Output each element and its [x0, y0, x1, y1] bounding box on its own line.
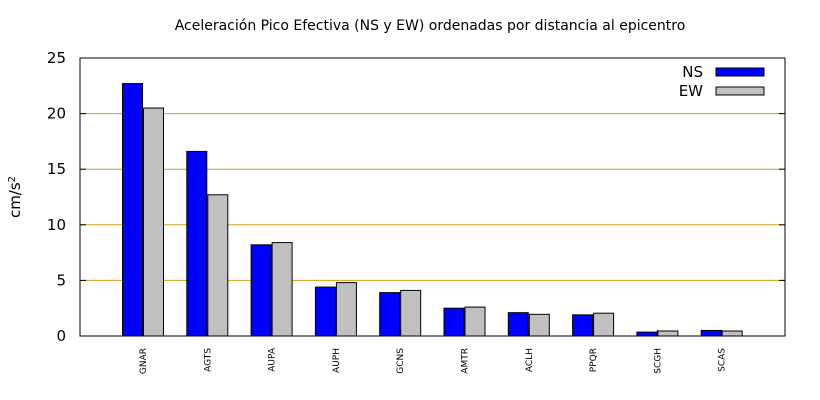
bar-ns-ppqr	[572, 314, 594, 337]
bar-ns-agts	[186, 150, 208, 337]
bar-ns-gnar	[122, 83, 143, 337]
x-tick-label: ACLH	[525, 348, 535, 372]
y-axis-label-exponent: 2	[7, 176, 18, 182]
bars	[122, 83, 743, 337]
x-tick-label: AUPH	[332, 348, 342, 373]
bar-ew-ppqr	[593, 312, 615, 337]
bar-ew-aclh	[528, 313, 550, 337]
bar-ew-auph	[335, 282, 357, 337]
y-axis-label-base: cm/s	[6, 182, 24, 218]
bar-ns-amtr	[443, 307, 465, 337]
y-tick-label: 15	[47, 160, 66, 178]
chart-title: Aceleración Pico Efectiva (NS y EW) orde…	[175, 18, 686, 34]
y-tick-label: 20	[47, 105, 66, 123]
bar-ns-scgh	[636, 331, 658, 337]
bar-ns-auph	[314, 286, 336, 337]
bar-ns-aclh	[507, 312, 529, 337]
gridlines	[80, 113, 785, 281]
bar-ew-scgh	[657, 330, 679, 337]
x-tick-label: AGTS	[203, 348, 213, 372]
y-axis-label: cm/s2	[6, 176, 24, 218]
bar-ew-amtr	[464, 306, 486, 337]
bar-ew-aupa	[271, 242, 293, 337]
legend-label-ew: EW	[679, 82, 703, 100]
x-tick-label: AUPA	[268, 347, 278, 372]
x-tick-label: GNAR	[139, 348, 149, 374]
y-tick-label: 10	[47, 216, 66, 234]
x-tick-label: GCNS	[396, 348, 406, 374]
x-tick-label: PPQR	[589, 348, 599, 372]
bar-ns-gcns	[379, 292, 401, 337]
x-axis: GNAR AGTS AUPA AUPH GCNS AMTR ACLH PPQR SCGH SCAS	[139, 330, 728, 374]
bar-ns-aupa	[250, 244, 272, 337]
legend-swatch-ns	[715, 67, 765, 77]
y-tick-label: 25	[47, 49, 66, 67]
plot-frame	[79, 57, 786, 337]
y-axis: 0 5 10 15 20 25	[47, 49, 785, 345]
x-tick-label: AMTR	[461, 348, 471, 374]
legend-label-ns: NS	[682, 63, 703, 81]
x-tick-label: SCGH	[653, 348, 663, 374]
legend-swatch-ew	[715, 86, 765, 96]
bar-ew-gcns	[400, 289, 422, 337]
bar-ns-scas	[700, 329, 722, 337]
x-tick-label: SCAS	[718, 348, 728, 372]
bar-ew-agts	[207, 194, 229, 337]
y-tick-label: 5	[56, 271, 66, 289]
bar-ew-gnar	[143, 107, 164, 337]
y-tick-label: 0	[56, 327, 66, 345]
bar-ew-scas	[721, 330, 743, 337]
